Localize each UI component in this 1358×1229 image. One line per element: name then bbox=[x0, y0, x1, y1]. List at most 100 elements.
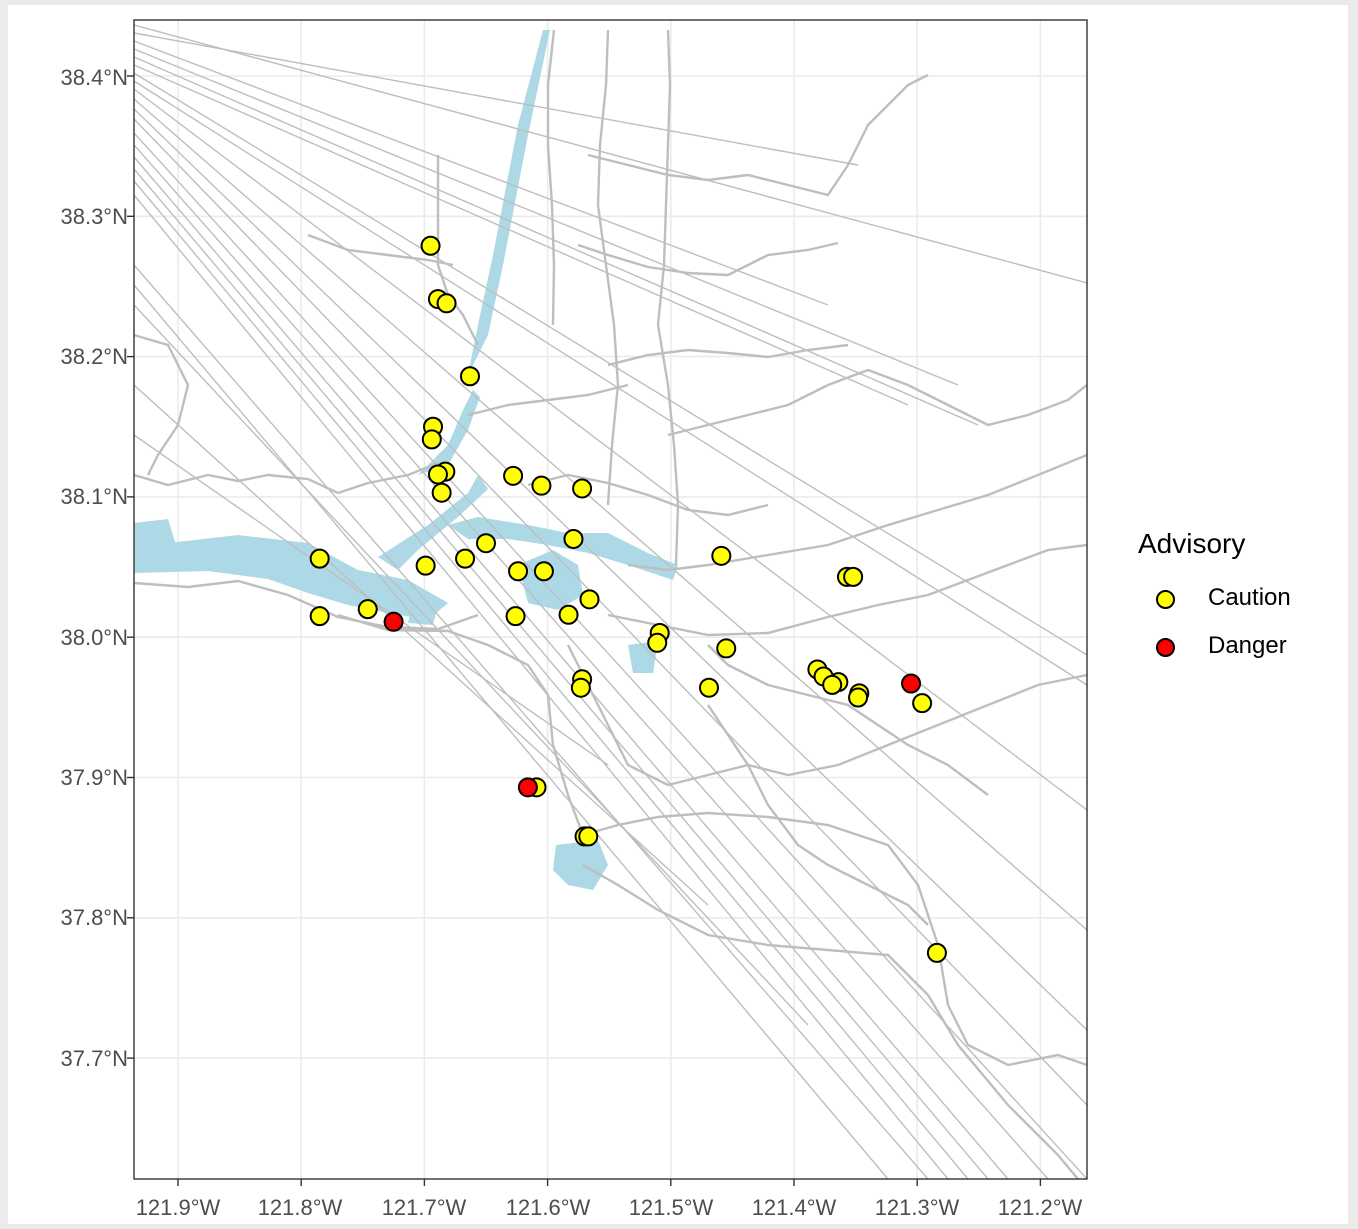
shoreline-line bbox=[596, 29, 620, 506]
lat-tick-label: 38.4°N bbox=[60, 65, 128, 90]
track-line bbox=[134, 264, 929, 1179]
shoreline-line bbox=[656, 29, 680, 566]
shoreline-line bbox=[134, 579, 479, 631]
caution-marker-icon bbox=[1156, 590, 1175, 609]
legend-key-caution bbox=[1138, 583, 1178, 613]
legend-item-danger: Danger bbox=[1138, 622, 1291, 670]
lat-tick-label: 38.3°N bbox=[60, 204, 128, 229]
danger-point bbox=[901, 673, 922, 694]
shoreline-line bbox=[607, 343, 849, 367]
track-line bbox=[134, 40, 829, 306]
track-line bbox=[134, 108, 1087, 1031]
lat-tick-label: 38.2°N bbox=[60, 344, 128, 369]
caution-point bbox=[309, 548, 330, 569]
track-line bbox=[134, 48, 959, 386]
lon-tick-label: 121.9°W bbox=[136, 1195, 221, 1220]
caution-point bbox=[420, 235, 441, 256]
water-body bbox=[553, 840, 608, 890]
track-line bbox=[134, 88, 1087, 811]
shoreline-line bbox=[337, 613, 1087, 1067]
shoreline-line bbox=[577, 241, 839, 277]
shoreline-line bbox=[134, 461, 439, 495]
shoreline-line bbox=[627, 453, 1087, 572]
lon-tick-label: 121.8°W bbox=[258, 1195, 343, 1220]
caution-point bbox=[843, 566, 864, 587]
legend-key-danger bbox=[1138, 631, 1178, 661]
danger-marker-icon bbox=[1156, 638, 1175, 657]
shoreline-line bbox=[134, 333, 190, 476]
track-line bbox=[134, 118, 1087, 1106]
track-line bbox=[134, 80, 1087, 686]
caution-point bbox=[421, 429, 442, 450]
lon-tick-label: 121.7°W bbox=[382, 1195, 467, 1220]
caution-point bbox=[716, 638, 737, 659]
legend: Advisory Caution Danger bbox=[1138, 528, 1291, 670]
panel-border bbox=[133, 19, 1088, 1180]
caution-point bbox=[926, 942, 947, 963]
lat-tick-label: 37.7°N bbox=[60, 1046, 128, 1071]
shoreline-line bbox=[582, 863, 1079, 1179]
advisory-points bbox=[309, 235, 947, 963]
track-line bbox=[134, 32, 859, 166]
caution-point bbox=[436, 293, 457, 314]
track-line bbox=[134, 284, 889, 1179]
shoreline-line bbox=[667, 368, 1087, 437]
shoreline-line bbox=[607, 543, 1087, 637]
shoreline-line bbox=[546, 29, 556, 326]
shoreline-line bbox=[527, 473, 769, 517]
caution-point bbox=[711, 545, 732, 566]
lon-tick-label: 121.5°W bbox=[629, 1195, 714, 1220]
danger-point bbox=[517, 777, 538, 798]
water-body bbox=[134, 519, 176, 553]
legend-label: Caution bbox=[1208, 584, 1291, 611]
map-panel bbox=[134, 20, 1087, 1179]
caution-point bbox=[578, 826, 599, 847]
track-line bbox=[134, 98, 1087, 931]
caution-point bbox=[698, 677, 719, 698]
shoreline-line bbox=[587, 73, 929, 197]
caution-point bbox=[912, 693, 933, 714]
lat-tick-label: 38.1°N bbox=[60, 484, 128, 509]
caution-point bbox=[531, 475, 552, 496]
lon-tick-label: 121.2°W bbox=[998, 1195, 1083, 1220]
shoreline-lines bbox=[134, 29, 1087, 1179]
lat-axis-labels: 38.4°N 38.3°N 38.2°N 38.1°N 38.0°N 37.9°… bbox=[60, 65, 128, 1071]
water-body bbox=[418, 390, 480, 475]
map-figure: 38.4°N 38.3°N 38.2°N 38.1°N 38.0°N 37.9°… bbox=[8, 5, 1348, 1224]
caution-point bbox=[558, 604, 579, 625]
caution-point bbox=[427, 464, 448, 485]
lon-tick-label: 121.4°W bbox=[752, 1195, 837, 1220]
lon-tick-label: 121.3°W bbox=[875, 1195, 960, 1220]
lat-tick-label: 38.0°N bbox=[60, 625, 128, 650]
lat-tick-label: 37.9°N bbox=[60, 765, 128, 790]
track-lines bbox=[134, 24, 1087, 1179]
caution-point bbox=[357, 599, 378, 620]
caution-point bbox=[572, 478, 593, 499]
caution-point bbox=[533, 561, 554, 582]
caution-point bbox=[508, 561, 529, 582]
track-line bbox=[134, 64, 909, 406]
caution-point bbox=[848, 687, 869, 708]
shoreline-line bbox=[707, 644, 989, 796]
caution-point bbox=[459, 366, 480, 387]
lon-tick-label: 121.6°W bbox=[506, 1195, 591, 1220]
track-line bbox=[134, 156, 1009, 1179]
caution-point bbox=[579, 589, 600, 610]
track-line bbox=[134, 304, 809, 1026]
legend-label: Danger bbox=[1208, 632, 1287, 659]
caution-point bbox=[563, 528, 584, 549]
track-line bbox=[134, 194, 949, 1179]
caution-point bbox=[415, 555, 436, 576]
caution-point bbox=[455, 548, 476, 569]
track-line bbox=[134, 384, 709, 906]
shoreline-line bbox=[467, 383, 629, 417]
legend-item-caution: Caution bbox=[1138, 574, 1291, 622]
caution-point bbox=[309, 606, 330, 627]
shoreline-line bbox=[566, 644, 1087, 787]
map-canvas: 38.4°N 38.3°N 38.2°N 38.1°N 38.0°N 37.9°… bbox=[60, 19, 1088, 1220]
water-body bbox=[518, 550, 583, 610]
water-body bbox=[448, 517, 678, 580]
caution-point bbox=[476, 533, 496, 554]
track-line bbox=[134, 180, 969, 1179]
lon-axis-labels: 121.9°W 121.8°W 121.7°W 121.6°W 121.5°W … bbox=[136, 1195, 1083, 1220]
